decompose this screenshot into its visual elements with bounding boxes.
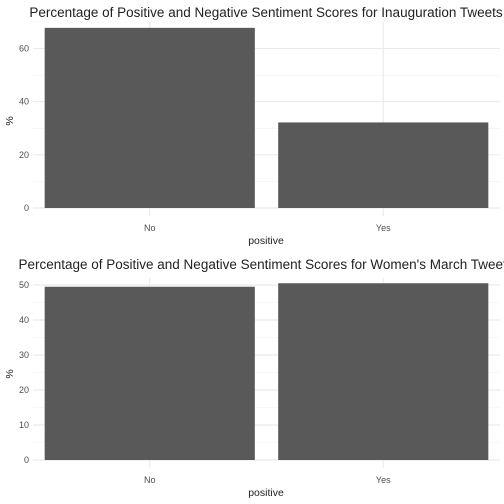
y-axis-label: % [4, 116, 16, 125]
y-tick-label: 0 [24, 455, 29, 465]
x-axis-label: positive [248, 487, 284, 499]
x-axis-label: positive [248, 235, 284, 247]
y-tick-label: 40 [19, 97, 29, 107]
y-tick-label: 20 [19, 150, 29, 160]
y-tick-label: 0 [24, 203, 29, 213]
y-tick-label: 30 [19, 350, 29, 360]
y-tick-label: 60 [19, 44, 29, 54]
bar-yes [278, 122, 489, 208]
x-tick-labels: No Yes [144, 223, 391, 233]
bar-no [44, 286, 255, 460]
chart-panel-womens-march: Percentage of Positive and Negative Sent… [4, 257, 504, 499]
y-tick-label: 40 [19, 315, 29, 325]
y-tick-labels: 0 20 40 60 [19, 44, 29, 213]
bar-yes [278, 283, 489, 460]
bars [44, 27, 489, 208]
x-tick-label: Yes [376, 475, 391, 485]
y-tick-labels: 0 10 20 30 40 50 [19, 280, 29, 465]
chart-title: Percentage of Positive and Negative Sent… [18, 257, 504, 272]
x-tick-label: No [144, 475, 156, 485]
y-tick-label: 20 [19, 385, 29, 395]
y-tick-label: 10 [19, 420, 29, 430]
bar-no [44, 27, 255, 208]
chart-title: Percentage of Positive and Negative Sent… [29, 5, 503, 20]
chart-panel-inauguration: Percentage of Positive and Negative Sent… [4, 5, 503, 247]
y-tick-label: 50 [19, 280, 29, 290]
x-tick-label: No [144, 223, 156, 233]
x-tick-labels: No Yes [144, 475, 391, 485]
bars [44, 283, 489, 460]
y-axis-label: % [4, 369, 16, 378]
x-tick-label: Yes [376, 223, 391, 233]
